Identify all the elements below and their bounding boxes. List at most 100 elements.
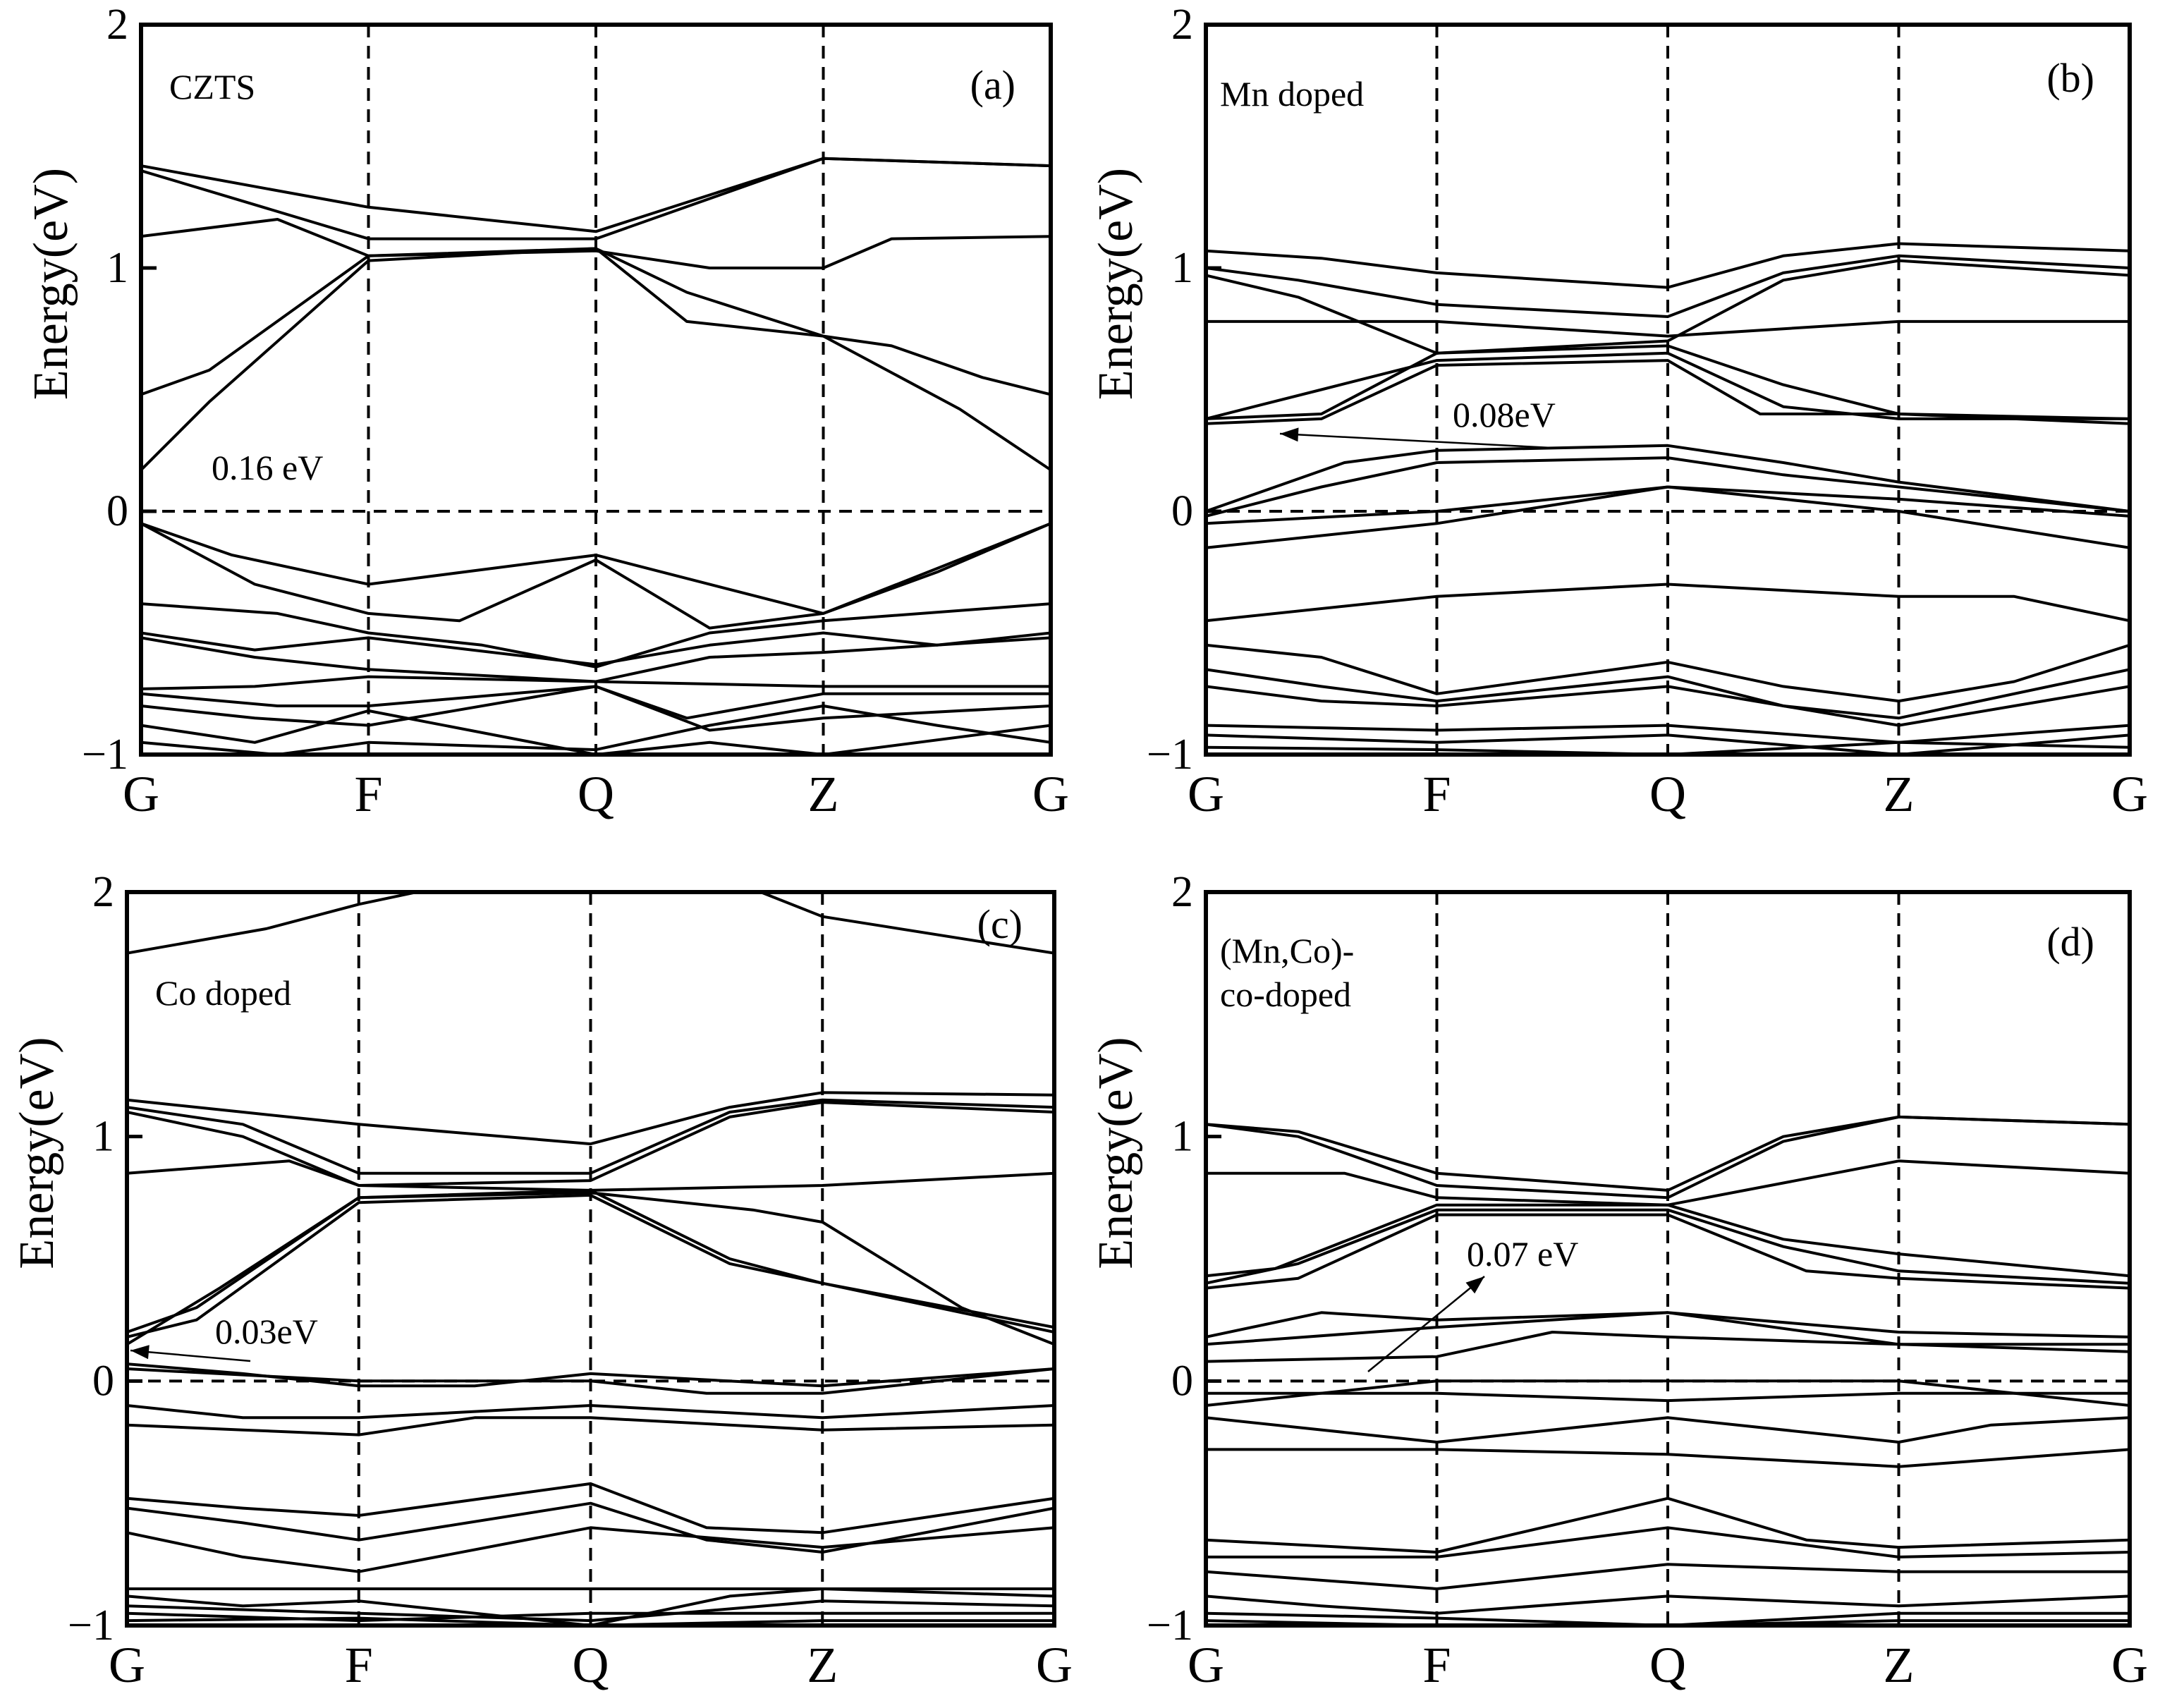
band-v2 bbox=[141, 522, 1051, 630]
band-c1 bbox=[127, 1091, 1054, 1146]
band-v9 bbox=[127, 1587, 1054, 1625]
band-v6 bbox=[1206, 1391, 2130, 1403]
x-tick-label-G: G bbox=[2111, 766, 2148, 822]
band-v4 bbox=[141, 631, 1051, 666]
x-tick-label-Q: Q bbox=[1649, 766, 1686, 822]
gap-arrow-head bbox=[1280, 427, 1299, 442]
y-tick-label: 0 bbox=[1171, 487, 1193, 535]
x-tick-label-Z: Z bbox=[1884, 766, 1915, 822]
band-v9 bbox=[1206, 724, 2130, 744]
band-v11 bbox=[1206, 740, 2130, 755]
y-tick-label: 1 bbox=[1171, 244, 1193, 292]
band-v7 bbox=[127, 1526, 1054, 1573]
panel-label: (b) bbox=[2046, 55, 2094, 101]
band-c2 bbox=[141, 157, 1051, 240]
x-tick-label-G: G bbox=[1036, 1637, 1073, 1693]
gap-arrow bbox=[1279, 432, 1552, 449]
band-v5 bbox=[1206, 1416, 2130, 1444]
band-v4 bbox=[1206, 485, 2130, 549]
bands bbox=[141, 157, 1051, 755]
band-c3 bbox=[1206, 1159, 2130, 1207]
band-v1 bbox=[141, 522, 1051, 615]
panel-title: Co doped bbox=[155, 973, 291, 1013]
x-tick-label-G: G bbox=[1032, 766, 1069, 822]
band-c2 bbox=[1206, 1115, 2130, 1200]
band-v4 bbox=[1206, 1379, 2130, 1407]
x-tick-label-Q: Q bbox=[1649, 1637, 1686, 1693]
band-v11 bbox=[1206, 1594, 2130, 1615]
band-v9 bbox=[141, 709, 1051, 755]
band-v8 bbox=[141, 685, 1051, 732]
y-tick-label: 0 bbox=[92, 1357, 114, 1405]
band-v5 bbox=[127, 1482, 1054, 1535]
x-tick-label-G: G bbox=[2111, 1637, 2148, 1693]
panel-label: (a) bbox=[970, 62, 1015, 108]
band-v1 bbox=[1206, 444, 2130, 513]
plot-frame bbox=[139, 23, 1053, 757]
y-tick-label: −1 bbox=[1147, 731, 1193, 779]
gap-annotation: 0.07 eV bbox=[1467, 1234, 1578, 1274]
panel-label: (c) bbox=[977, 901, 1023, 947]
band-v3 bbox=[1206, 1331, 2130, 1363]
band-c5 bbox=[1206, 1208, 2130, 1285]
y-tick-label: 1 bbox=[106, 244, 128, 292]
panel-title: co-doped bbox=[1220, 975, 1351, 1014]
band-v12 bbox=[127, 1616, 1054, 1625]
band-v9 bbox=[1206, 1526, 2130, 1558]
band-c4 bbox=[1206, 319, 2130, 338]
panel-title: (Mn,Co)- bbox=[1220, 931, 1354, 970]
gap-arrow bbox=[130, 1349, 251, 1362]
plot-frame bbox=[1204, 890, 2132, 1628]
y-tick-label: −1 bbox=[68, 1602, 114, 1649]
x-tick-label-Q: Q bbox=[573, 1637, 609, 1693]
y-tick-label: 0 bbox=[106, 487, 128, 535]
panel-label: (d) bbox=[2046, 919, 2094, 965]
y-tick-label: 1 bbox=[92, 1113, 114, 1161]
band-c6 bbox=[1206, 351, 2130, 420]
x-tick-label-F: F bbox=[345, 1637, 373, 1693]
x-tick-label-F: F bbox=[1422, 1637, 1451, 1693]
y-tick-label: 2 bbox=[1171, 1, 1193, 49]
y-axis-label: Energy(eV) bbox=[10, 1037, 64, 1269]
y-tick-label: 2 bbox=[106, 1, 128, 49]
band-v6 bbox=[127, 1501, 1054, 1554]
band-c2 bbox=[127, 1098, 1054, 1175]
band-v3 bbox=[127, 1404, 1054, 1420]
x-tick-label-G: G bbox=[109, 1637, 145, 1693]
x-tick-label-F: F bbox=[1422, 766, 1451, 822]
plot-frame bbox=[125, 890, 1056, 1628]
bands bbox=[1206, 242, 2130, 755]
band-c0a bbox=[127, 892, 424, 955]
band-c4 bbox=[127, 1159, 1054, 1192]
y-axis-label: Energy(eV) bbox=[24, 168, 78, 400]
band-v5 bbox=[1206, 582, 2130, 623]
band-v1 bbox=[1206, 1311, 2130, 1338]
x-tick-label-Z: Z bbox=[807, 1637, 838, 1693]
band-c3 bbox=[127, 1101, 1054, 1187]
x-tick-label-Z: Z bbox=[1884, 1637, 1915, 1693]
panel-title: CZTS bbox=[169, 67, 255, 106]
band-c3 bbox=[1206, 259, 2130, 355]
band-v6 bbox=[1206, 643, 2130, 703]
band-v8 bbox=[1206, 1496, 2130, 1554]
gap-arrow-head bbox=[130, 1345, 150, 1360]
band-v2 bbox=[1206, 1311, 2130, 1346]
panel-title: Mn doped bbox=[1220, 74, 1364, 114]
band-v8 bbox=[1206, 685, 2130, 727]
y-tick-label: −1 bbox=[82, 731, 128, 779]
band-c5 bbox=[127, 1191, 1054, 1346]
plot-frame bbox=[1204, 23, 2132, 757]
band-v10 bbox=[127, 1599, 1054, 1623]
band-c5 bbox=[141, 247, 1051, 472]
band-v7 bbox=[1206, 1448, 2130, 1468]
x-tick-label-G: G bbox=[123, 766, 159, 822]
x-tick-label-G: G bbox=[1188, 766, 1224, 822]
y-tick-label: 1 bbox=[1171, 1113, 1193, 1161]
band-v4 bbox=[127, 1416, 1054, 1436]
gap-annotation: 0.03eV bbox=[215, 1312, 318, 1351]
